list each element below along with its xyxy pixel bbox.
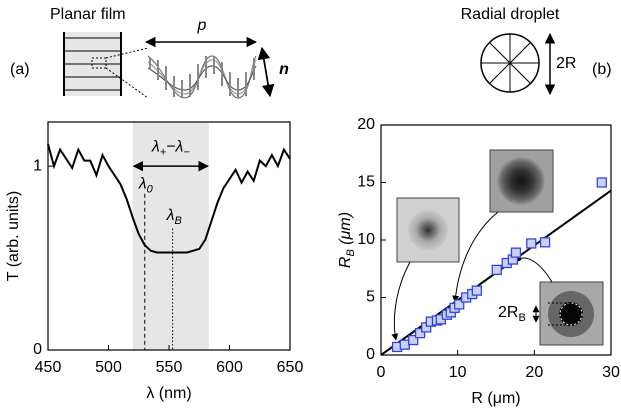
x-tick-label: 20 [525,364,543,381]
band-label-part: λ [151,139,160,156]
inset-label-part: 2R [498,304,518,321]
director-arrow [257,46,275,98]
droplet-diagram [480,33,540,93]
x-tick-label: 30 [602,364,620,381]
diameter-label: 2R [556,55,576,72]
lambda0-label-part: 0 [147,183,154,195]
y-tick-label: 15 [357,174,375,191]
lambdaB-label: λB [166,207,182,227]
helix-diagram [147,55,257,99]
x-axis-label: R (μm) [471,390,520,407]
x-tick-label: 600 [216,359,243,376]
y-axis-label-part: B [345,249,357,256]
panel-label: (b) [592,61,612,78]
data-point [510,247,522,258]
data-point [526,238,537,249]
y-tick-label: 1 [33,157,42,174]
panel-label: (a) [10,61,30,78]
x-axis-label: λ (nm) [146,385,191,402]
y-tick-label: 0 [366,346,375,363]
y-tick-label: 0 [33,341,42,358]
y-tick-label: 5 [366,289,375,306]
spectrum-line [47,143,291,254]
x-tick-label: 650 [277,359,304,376]
data-point [408,334,419,346]
y-axis-label-part: (μm) [337,212,354,249]
data-point [471,285,482,296]
lambda0-label-part: λ [138,176,147,193]
y-axis-label-part: R [337,256,354,268]
x-tick-label: 450 [35,359,62,376]
data-point [539,237,551,248]
inset-label: 2RB [498,304,526,324]
band-label-part: + [160,147,167,159]
lambda0-label: λ0 [138,176,154,196]
schematic-title: Radial droplet [461,6,560,23]
x-tick-label: 0 [377,364,386,381]
reflection-band [132,122,209,350]
band-label: λ+−λ− [151,139,191,159]
data-point [491,264,502,276]
y-axis-label: RB (μm) [337,212,357,268]
x-tick-label: 550 [156,359,183,376]
band-label-part: −λ [166,139,183,156]
y-tick-label: 10 [357,231,375,248]
data-point [596,177,607,188]
director-label: n [279,61,289,78]
lambdaB-label-part: B [175,215,182,227]
planar-film-diagram [63,32,149,99]
y-tick-label: 20 [357,116,375,133]
schematic-title: Planar film [50,6,126,23]
data-point [454,299,465,310]
band-label-part: − [183,147,190,159]
inset-label-part: B [518,312,525,324]
lambdaB-label-part: λ [166,207,175,224]
x-tick-label: 500 [95,359,122,376]
pitch-label: p [197,17,207,34]
x-tick-label: 10 [449,364,467,381]
micrograph-insets [396,149,604,346]
y-axis-label: T (arb. units) [5,191,22,281]
data-point [414,327,426,339]
data-point [399,339,410,350]
